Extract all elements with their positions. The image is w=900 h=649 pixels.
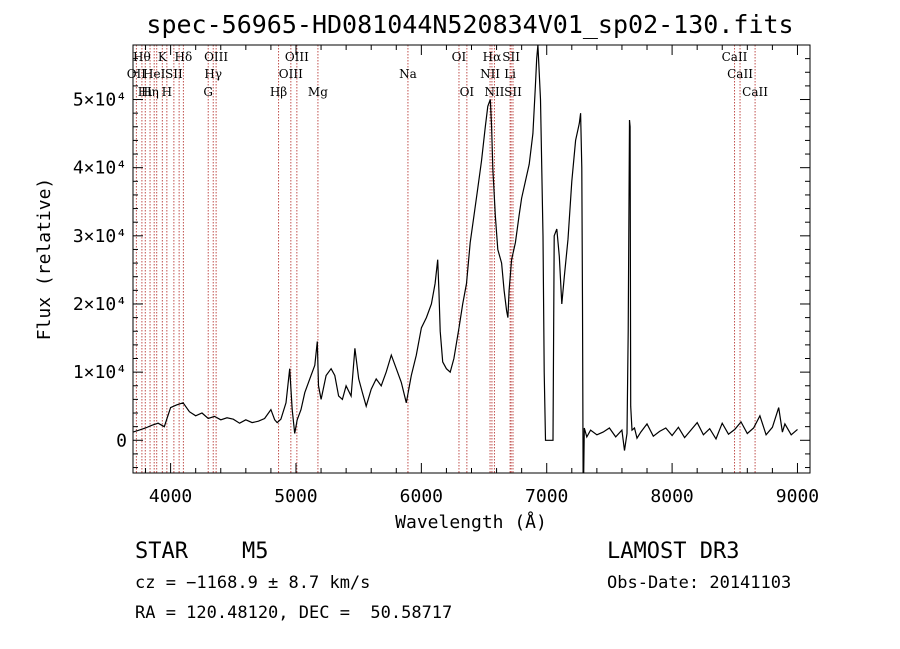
spectral-line-label: NII <box>484 85 504 99</box>
y-tick-label: 2×10⁴ <box>73 294 127 315</box>
spectral-line-label: CaII <box>742 85 768 99</box>
spectral-line-label: SII <box>504 85 522 99</box>
y-tick-label: 3×10⁴ <box>73 226 127 247</box>
x-axis: 4000 5000 6000 7000 8000 9000 <box>145 45 819 507</box>
spectral-line-label: Hγ <box>204 67 222 81</box>
x-tick-label: 8000 <box>650 486 693 507</box>
spectral-line-label: CaII <box>727 67 753 81</box>
chart-title: spec-56965-HD081044N520834V01_sp02-130.f… <box>146 10 793 39</box>
spectral-line-label: OIII <box>279 67 303 81</box>
spectral-line-markers <box>135 45 756 473</box>
redshift-velocity: cz = −1168.9 ± 8.7 km/s <box>135 573 371 593</box>
y-axis: 0 1×10⁴ 2×10⁴ 3×10⁴ 4×10⁴ 5×10⁴ <box>73 58 810 469</box>
y-tick-label: 4×10⁴ <box>73 158 127 179</box>
object-class: STAR <box>135 539 188 564</box>
spectral-line-label: OI <box>452 50 467 64</box>
plot-frame <box>132 44 811 474</box>
spectral-line-label: Hη <box>141 85 159 99</box>
spectral-line-label: Hι <box>138 85 153 99</box>
spectral-line-label: Hβ <box>270 85 287 99</box>
spectral-line-label: OIII <box>204 50 228 64</box>
spectral-line-label: SII <box>502 50 520 64</box>
spectral-line-label: Hα <box>483 50 502 64</box>
object-subclass: M5 <box>242 539 269 564</box>
spectral-line-label: K <box>158 50 168 64</box>
y-tick-label: 5×10⁴ <box>73 90 127 111</box>
spectral-line-label: OI <box>460 85 475 99</box>
spectral-line-label: SII <box>165 67 183 81</box>
spectral-line-label: G <box>203 85 213 99</box>
spectrum-line <box>133 45 798 473</box>
x-tick-label: 4000 <box>149 486 192 507</box>
x-tick-label: 6000 <box>400 486 443 507</box>
survey-name: LAMOST DR3 <box>607 539 740 564</box>
y-tick-label: 1×10⁴ <box>73 362 127 383</box>
y-tick-label: 0 <box>116 430 127 451</box>
spectral-line-label: Hθ <box>133 50 151 64</box>
spectral-line-label: OIII <box>285 50 309 64</box>
x-tick-label: 7000 <box>525 486 568 507</box>
observation-date: Obs-Date: 20141103 <box>607 573 792 593</box>
spectral-line-label: CaII <box>722 50 748 64</box>
spectral-line-label: Na <box>399 67 417 81</box>
coordinates: RA = 120.48120, DEC = 50.58717 <box>135 603 453 623</box>
spectral-line-label: NII <box>480 67 500 81</box>
spectral-line-label: Hδ <box>175 50 193 64</box>
spectral-line-label: OII <box>127 67 147 81</box>
spectral-line-label: HeI <box>143 67 166 81</box>
spectral-line-label: Mg <box>308 85 328 99</box>
y-axis-label: Flux (relative) <box>34 178 55 341</box>
x-axis-label: Wavelength (Å) <box>395 511 547 533</box>
spectral-line-label: H <box>162 85 172 99</box>
spectrum-series <box>133 45 798 473</box>
x-tick-label: 5000 <box>274 486 317 507</box>
x-tick-label: 9000 <box>776 486 819 507</box>
spectral-line-label: Li <box>504 67 516 81</box>
